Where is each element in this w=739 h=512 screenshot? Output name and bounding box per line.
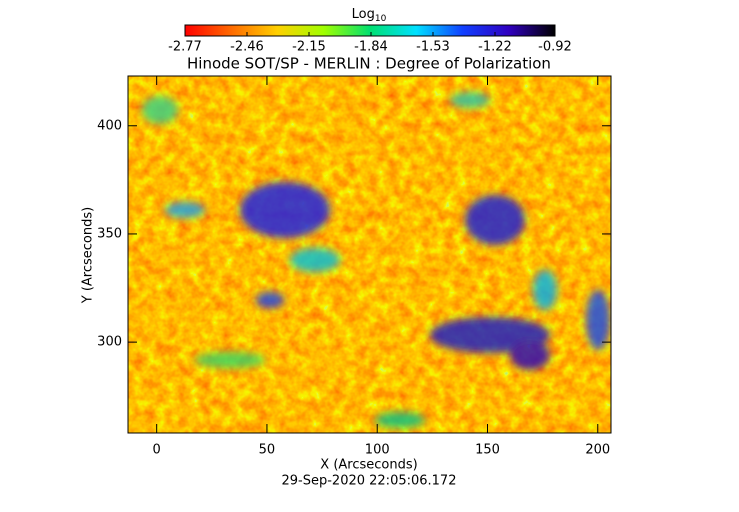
colorbar-tick-label: -2.46 [230,40,264,55]
chart-title: Hinode SOT/SP - MERLIN : Degree of Polar… [187,55,551,73]
colorbar-label-text: Log [352,7,375,22]
x-tick-label: 50 [259,443,276,458]
colorbar-label-subscript: 10 [375,14,387,24]
footer-timestamp: 29-Sep-2020 22:05:06.172 [282,474,457,489]
x-tick-label: 0 [153,443,161,458]
colorbar-tick-label: -2.15 [292,40,326,55]
x-tick-label: 150 [475,443,500,458]
plot-frame [127,75,612,434]
colorbar-label: Log10 [352,7,387,24]
heatmap-image [128,76,611,433]
colorbar-tick-label: -1.84 [354,40,388,55]
x-tick-label: 200 [585,443,610,458]
x-tick-label: 100 [365,443,390,458]
colorbar-tick-label: -1.22 [478,40,512,55]
colorbar-tick-label: -1.53 [416,40,450,55]
y-tick-label: 400 [97,118,122,133]
y-axis-label: Y (Arcseconds) [81,207,96,304]
colorbar-tick-label: -2.77 [168,40,202,55]
colorbar [184,24,556,37]
y-tick-label: 350 [97,226,122,241]
y-tick-label: 300 [97,335,122,350]
colorbar-tick-label: -0.92 [538,40,572,55]
x-axis-label: X (Arcseconds) [320,458,417,473]
